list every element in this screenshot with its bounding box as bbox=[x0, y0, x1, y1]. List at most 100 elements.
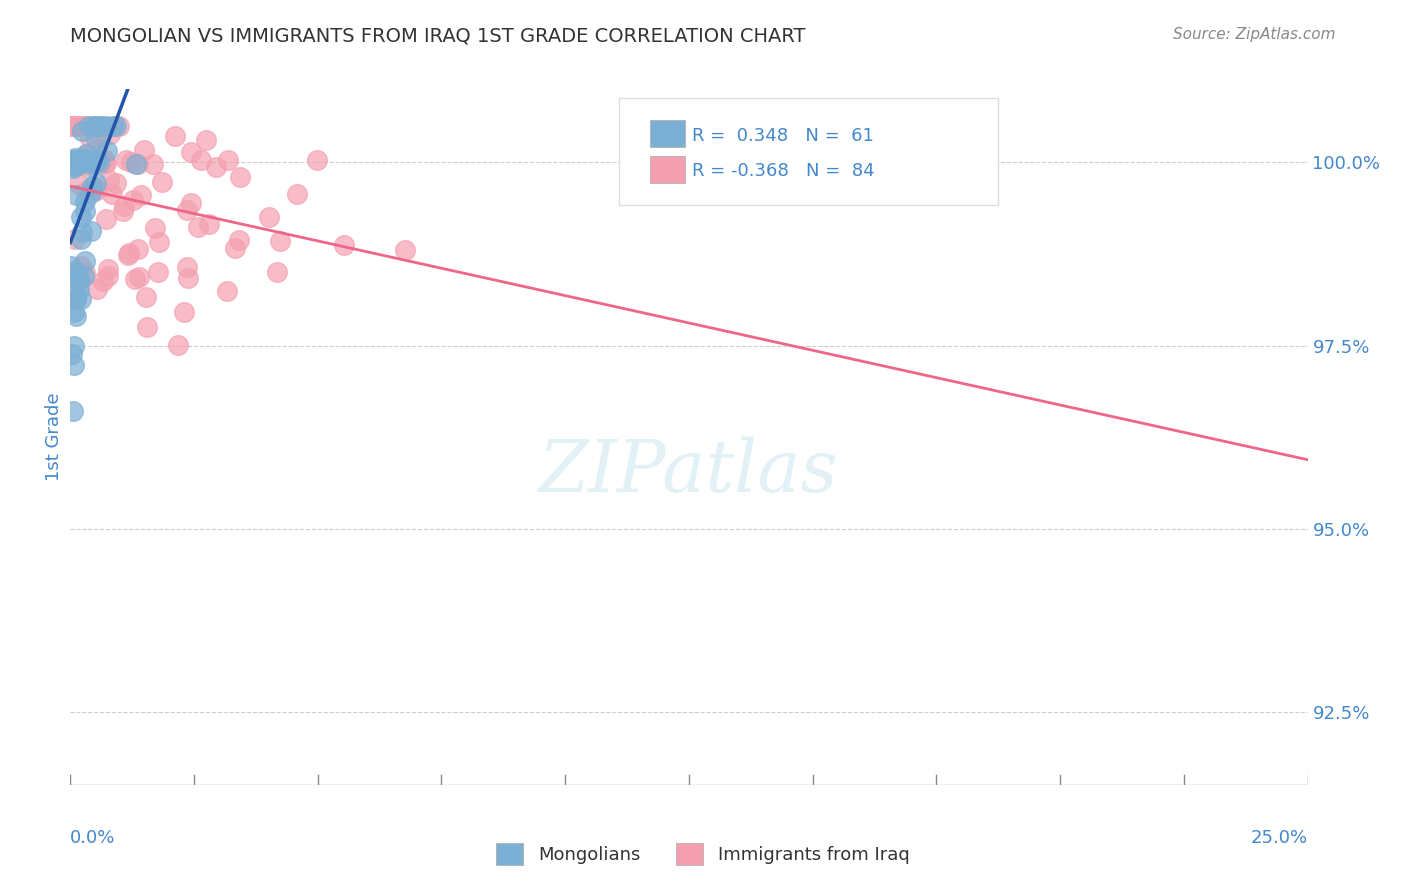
Point bbox=[97, 269, 120, 284]
Point bbox=[67, 283, 90, 297]
Point bbox=[70, 232, 93, 246]
Text: MONGOLIAN VS IMMIGRANTS FROM IRAQ 1ST GRADE CORRELATION CHART: MONGOLIAN VS IMMIGRANTS FROM IRAQ 1ST GR… bbox=[70, 27, 806, 45]
Point bbox=[70, 119, 93, 133]
Point bbox=[224, 241, 246, 255]
Text: 25.0%: 25.0% bbox=[1250, 830, 1308, 847]
Point bbox=[84, 154, 107, 169]
Point bbox=[101, 119, 124, 133]
Point bbox=[84, 132, 107, 146]
Point bbox=[117, 247, 139, 261]
Point bbox=[75, 119, 97, 133]
Point bbox=[86, 183, 108, 197]
Point bbox=[62, 160, 84, 174]
Point bbox=[104, 176, 127, 190]
Point bbox=[124, 272, 146, 286]
Point bbox=[67, 274, 90, 288]
Point bbox=[394, 243, 416, 257]
Point bbox=[79, 119, 101, 133]
Point bbox=[63, 151, 86, 165]
Text: R =  0.348   N =  61: R = 0.348 N = 61 bbox=[692, 127, 873, 145]
Point bbox=[67, 272, 90, 286]
Point bbox=[89, 156, 111, 170]
Point bbox=[104, 119, 127, 133]
Text: Source: ZipAtlas.com: Source: ZipAtlas.com bbox=[1173, 27, 1336, 42]
Point bbox=[82, 183, 104, 197]
Point bbox=[135, 290, 157, 304]
Point bbox=[75, 147, 97, 161]
Point bbox=[62, 119, 84, 133]
Point bbox=[65, 188, 87, 202]
Point bbox=[73, 194, 96, 209]
Point bbox=[229, 169, 252, 184]
Point bbox=[73, 268, 96, 283]
Point bbox=[66, 158, 89, 172]
Point bbox=[79, 131, 101, 145]
Point bbox=[73, 152, 96, 166]
Point bbox=[66, 154, 89, 169]
Point bbox=[187, 219, 209, 234]
Point bbox=[86, 282, 108, 296]
Point bbox=[204, 160, 226, 174]
Point bbox=[83, 157, 105, 171]
Point bbox=[63, 232, 86, 246]
Point bbox=[120, 155, 142, 169]
Point bbox=[60, 154, 83, 169]
Point bbox=[76, 147, 98, 161]
Point bbox=[115, 153, 138, 168]
Point bbox=[63, 286, 86, 301]
Point bbox=[146, 265, 169, 279]
Point bbox=[180, 145, 202, 159]
Point bbox=[67, 177, 90, 191]
Point bbox=[70, 211, 93, 225]
Point bbox=[66, 157, 89, 171]
Point bbox=[75, 267, 97, 281]
Point bbox=[228, 234, 250, 248]
Point bbox=[69, 157, 91, 171]
Point bbox=[70, 225, 93, 239]
Text: R = -0.368   N =  84: R = -0.368 N = 84 bbox=[692, 162, 875, 180]
Point bbox=[80, 186, 103, 200]
Point bbox=[97, 261, 120, 276]
Point bbox=[84, 152, 107, 166]
Point bbox=[129, 188, 152, 202]
Point bbox=[112, 203, 135, 218]
Point bbox=[59, 119, 82, 133]
Point bbox=[62, 161, 84, 175]
Point bbox=[73, 203, 96, 218]
Point bbox=[94, 156, 117, 170]
Point bbox=[59, 153, 82, 168]
Point bbox=[101, 187, 124, 202]
Point bbox=[66, 119, 89, 133]
Point bbox=[217, 153, 239, 167]
Point bbox=[96, 144, 118, 158]
Point bbox=[60, 156, 83, 170]
Point bbox=[257, 211, 280, 225]
Point bbox=[148, 235, 170, 250]
Point bbox=[94, 119, 117, 133]
Point bbox=[73, 152, 96, 166]
Point bbox=[96, 212, 118, 227]
Point bbox=[82, 178, 104, 193]
Point bbox=[91, 274, 114, 288]
Point bbox=[285, 186, 308, 201]
Point bbox=[124, 157, 146, 171]
Point bbox=[62, 403, 84, 417]
Point bbox=[143, 221, 166, 235]
Point bbox=[75, 254, 97, 268]
Text: 0.0%: 0.0% bbox=[70, 830, 115, 847]
Point bbox=[73, 159, 96, 173]
Point bbox=[132, 143, 155, 157]
Point bbox=[91, 119, 114, 133]
Point bbox=[60, 269, 83, 284]
Point bbox=[332, 237, 354, 252]
Point bbox=[62, 339, 84, 353]
Point bbox=[66, 156, 89, 170]
Point bbox=[65, 292, 87, 306]
Point bbox=[128, 270, 150, 285]
Point bbox=[70, 124, 93, 138]
Point bbox=[98, 127, 121, 141]
Point bbox=[65, 292, 87, 306]
Point bbox=[59, 259, 82, 273]
Point bbox=[112, 198, 135, 212]
Point bbox=[87, 119, 110, 133]
